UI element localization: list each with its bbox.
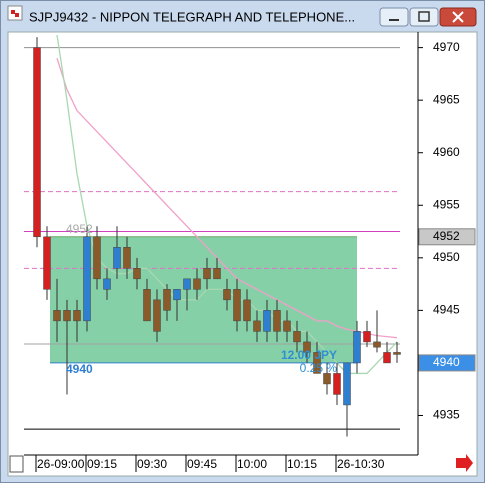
candle-body [223,289,231,301]
candle-body [133,268,141,280]
y-tick-label: 4965 [433,92,460,106]
scroll-arrow[interactable] [456,454,473,472]
window-title: SJPJ9432 - NIPPON TELEGRAPH AND TELEPHON… [29,9,355,24]
candle-body [153,299,161,332]
range-change-pct: 0.25 % [300,361,338,375]
candle-body [333,373,341,395]
candle-body [363,331,371,343]
y-tick-label: 4960 [433,145,460,159]
candle-body [263,310,271,332]
candle-body [353,331,361,364]
candle-body [103,278,111,290]
candle-body [163,289,171,311]
candle-body [113,247,121,269]
price-marker-label: 4952 [433,229,460,243]
candle-body [213,268,221,280]
maximize-button[interactable] [409,7,439,27]
candle-body [323,373,331,385]
price-marker [418,228,476,246]
candle-body [233,289,241,322]
candle-body [383,352,391,364]
x-tick-label: 09:15 [87,457,117,471]
candle-body [313,352,321,374]
candle-body [33,47,41,238]
maximize-icon [418,11,430,22]
range-bottom-label: 4940 [66,362,93,376]
candle-body [183,278,191,290]
app-icon-dot [15,13,19,17]
y-tick-label: 4970 [433,40,460,54]
price-marker [418,354,476,372]
candle-body [283,320,291,332]
candle-body [123,247,131,269]
x-tick-label: 26-09:00 [37,457,85,471]
candle-body [173,289,181,301]
x-tick-label: 09:45 [187,457,217,471]
corner-box[interactable] [9,455,24,473]
candle-body [43,236,51,290]
price-marker-label: 4940 [433,355,460,369]
x-tick-label: 26-10:30 [337,457,385,471]
candle-body [143,289,151,322]
candle-body [53,310,61,322]
candle-body [273,310,281,332]
close-icon [452,11,464,23]
candle-body [193,278,201,290]
candle-body [303,341,311,353]
x-tick-label: 10:15 [287,457,317,471]
x-tick-label: 10:00 [237,457,267,471]
candle-body [73,310,81,322]
candle-body [373,341,381,348]
candle-body [293,331,301,343]
y-tick-label: 4945 [433,303,460,317]
range-top-label: 4952 [66,222,93,236]
candle-body [203,268,211,280]
y-tick-label: 4955 [433,197,460,211]
candle-body [393,352,401,355]
moving-average [56,57,398,339]
range-change: 12.00 JPY [281,348,337,362]
x-tick-label: 09:30 [137,457,167,471]
candle-body [93,236,101,280]
y-tick-label: 4950 [433,250,460,264]
candle-body [63,310,71,322]
candle-body [243,299,251,322]
y-tick-label: 4935 [433,408,460,422]
candle-body [253,320,261,332]
app-icon-dot [11,10,15,14]
candle-body [83,236,91,322]
candle-body [343,362,351,406]
minimize-button[interactable] [379,7,409,27]
